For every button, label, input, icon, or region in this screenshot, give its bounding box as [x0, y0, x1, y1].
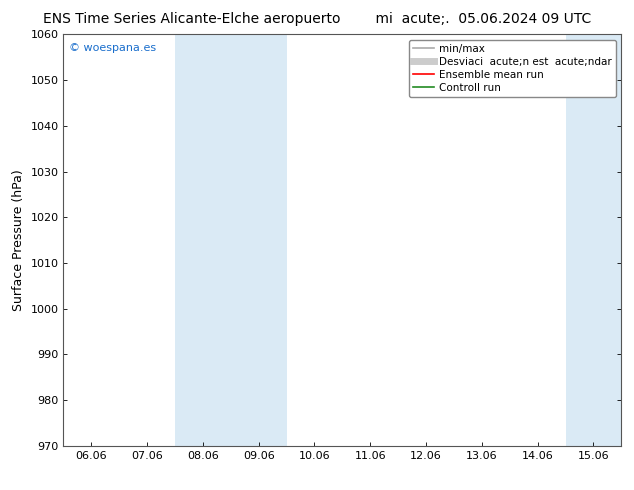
Legend: min/max, Desviaci  acute;n est  acute;ndar, Ensemble mean run, Controll run: min/max, Desviaci acute;n est acute;ndar…	[409, 40, 616, 97]
Text: © woespana.es: © woespana.es	[69, 43, 156, 52]
Text: ENS Time Series Alicante-Elche aeropuerto        mi  acute;.  05.06.2024 09 UTC: ENS Time Series Alicante-Elche aeropuert…	[43, 12, 591, 26]
Y-axis label: Surface Pressure (hPa): Surface Pressure (hPa)	[12, 169, 25, 311]
Bar	[566, 34, 621, 446]
Bar	[175, 34, 287, 446]
